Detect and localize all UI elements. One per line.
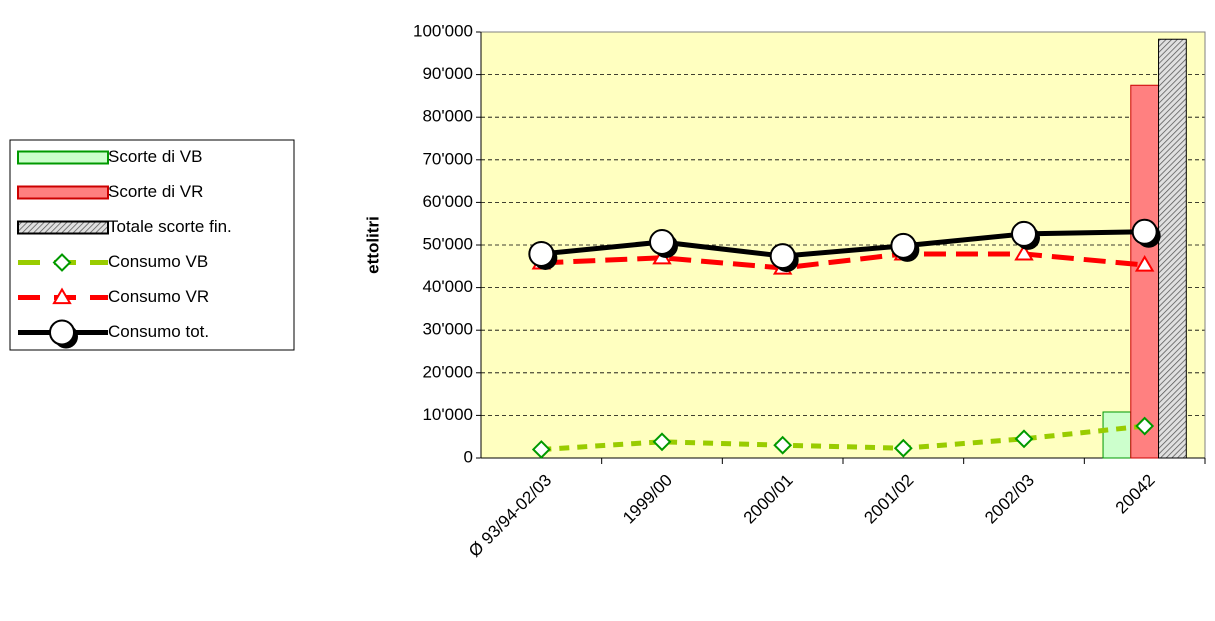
y-tick-label: 0 — [464, 447, 473, 466]
y-axis-label: ettolitri — [363, 216, 382, 274]
marker — [531, 440, 551, 459]
marker — [649, 229, 675, 256]
marker — [1131, 218, 1158, 245]
legend-swatch — [17, 150, 109, 165]
y-tick-label: 60'000 — [422, 192, 473, 211]
marker — [890, 232, 917, 259]
bar — [1102, 411, 1132, 459]
y-tick-label: 10'000 — [422, 405, 473, 424]
legend-label: Scorte di VR — [108, 182, 203, 201]
legend-marker — [49, 319, 75, 346]
marker — [652, 432, 672, 452]
legend-marker — [52, 287, 72, 305]
bar — [1158, 38, 1187, 459]
legend-label: Totale scorte fin. — [108, 217, 232, 236]
marker — [1011, 220, 1037, 247]
x-tick-label: 2002/03 — [981, 471, 1038, 528]
marker — [893, 438, 913, 458]
x-tick-label: 20042 — [1112, 471, 1159, 518]
x-tick-label: 1999/00 — [619, 471, 676, 528]
legend-marker — [52, 253, 72, 272]
legend-label: Scorte di VB — [108, 147, 203, 166]
x-tick-label: Ø 93/94-02/03 — [465, 471, 555, 561]
y-tick-label: 40'000 — [422, 277, 473, 296]
marker — [1014, 429, 1034, 449]
y-tick-label: 50'000 — [422, 234, 473, 253]
line — [541, 229, 1145, 259]
marker — [1135, 416, 1155, 436]
x-tick-label: 2000/01 — [740, 471, 797, 528]
y-tick-label: 100'000 — [413, 21, 473, 40]
y-tick-label: 30'000 — [422, 320, 473, 339]
y-tick-label: 90'000 — [422, 64, 473, 83]
legend-swatch — [17, 220, 109, 235]
marker — [1134, 255, 1155, 272]
y-tick-label: 70'000 — [422, 149, 473, 168]
legend-label: Consumo tot. — [108, 322, 209, 341]
line — [541, 251, 1145, 271]
legend-box — [9, 139, 295, 351]
y-tick-label: 80'000 — [422, 107, 473, 126]
marker — [1014, 243, 1034, 261]
legend-label: Consumo VB — [108, 252, 208, 271]
legend-label: Consumo VR — [108, 287, 209, 306]
bar — [1130, 84, 1160, 459]
marker — [528, 240, 555, 267]
marker — [769, 243, 796, 270]
marker — [773, 435, 793, 455]
y-tick-label: 20'000 — [422, 362, 473, 381]
legend-swatch — [17, 185, 109, 200]
x-tick-label: 2001/02 — [860, 471, 917, 528]
